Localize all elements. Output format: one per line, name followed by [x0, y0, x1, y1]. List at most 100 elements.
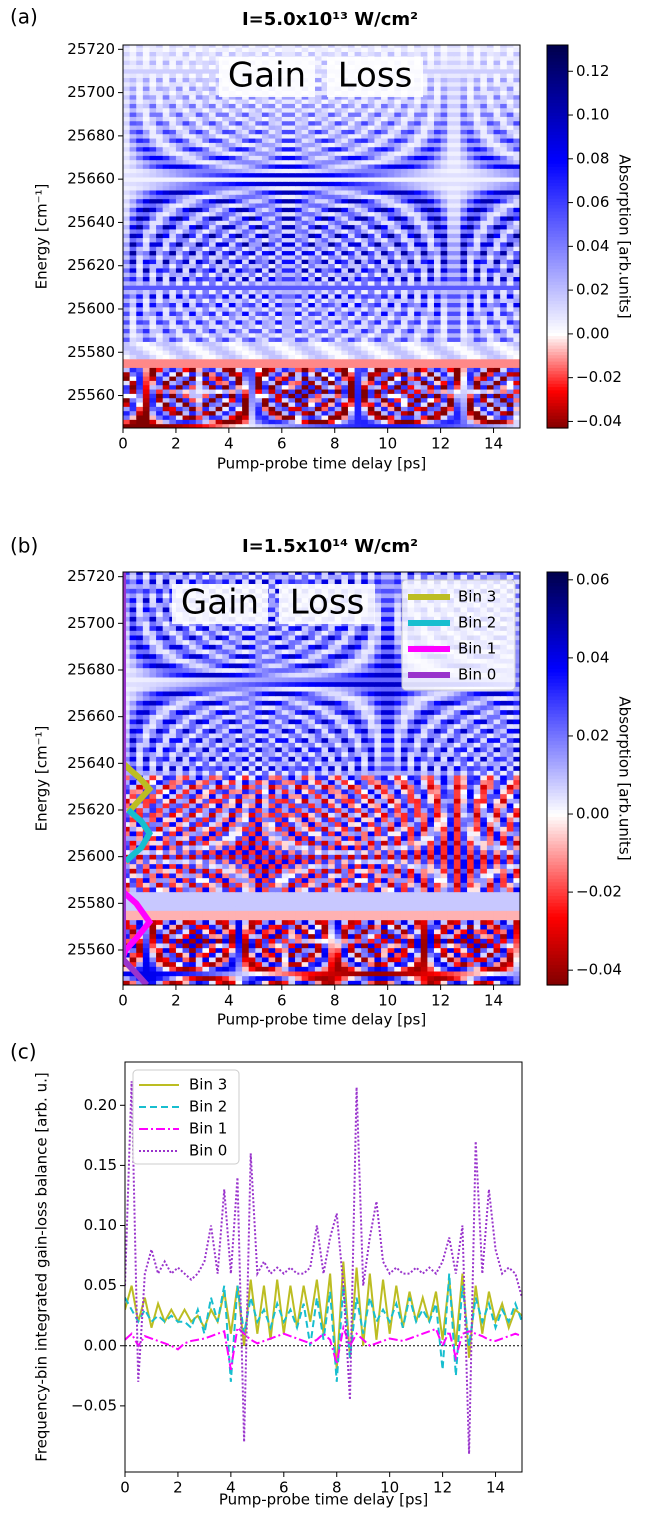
heatmap-cell	[467, 246, 475, 252]
heatmap-cell	[162, 228, 170, 234]
heatmap-cell	[407, 159, 415, 165]
heatmap-cell	[473, 151, 481, 156]
heatmap-cell	[169, 90, 177, 96]
heatmap-cell	[427, 254, 435, 260]
heatmap-cell	[235, 402, 243, 407]
heatmap-cell	[202, 146, 210, 152]
heatmap-cell	[255, 415, 263, 420]
heatmap-cell	[354, 363, 362, 368]
heatmap-cell	[453, 189, 461, 195]
heatmap-cell	[149, 367, 157, 373]
heatmap-cell	[301, 246, 309, 252]
heatmap-cell	[195, 151, 203, 156]
heatmap-cell	[242, 384, 250, 390]
heatmap-cell	[136, 410, 144, 416]
heatmap-cell	[301, 159, 309, 165]
heatmap-cell	[235, 189, 243, 195]
heatmap-cell	[182, 112, 190, 117]
heatmap-cell	[407, 241, 415, 247]
heatmap-cell	[255, 371, 263, 377]
heatmap-cell	[347, 202, 356, 208]
heatmap-cell	[506, 254, 514, 260]
heatmap-cell	[414, 267, 422, 273]
heatmap-cell	[387, 423, 395, 428]
heatmap-cell	[321, 146, 329, 152]
heatmap-cell	[242, 233, 250, 239]
heatmap-cell	[440, 267, 448, 273]
heatmap-cell	[222, 202, 230, 208]
heatmap-cell	[129, 419, 137, 425]
heatmap-cell	[447, 350, 455, 355]
heatmap-cell	[420, 86, 428, 91]
heatmap-cell	[268, 345, 276, 351]
heatmap-cell	[268, 112, 276, 117]
heatmap-cell	[493, 194, 501, 200]
heatmap-cell	[235, 211, 243, 217]
heatmap-cell	[354, 293, 362, 299]
heatmap-cell	[400, 293, 409, 299]
heatmap-cell	[136, 129, 144, 135]
heatmap-cell	[162, 194, 170, 200]
heatmap-cell	[387, 107, 395, 113]
heatmap-cell	[447, 168, 455, 174]
heatmap-cell	[215, 263, 223, 269]
heatmap-cell	[275, 384, 283, 390]
heatmap-cell	[182, 389, 190, 394]
heatmap-cell	[361, 267, 369, 273]
heatmap-cell	[374, 246, 382, 252]
heatmap-cell	[341, 380, 349, 386]
heatmap-cell	[480, 298, 488, 303]
heatmap-cell	[354, 337, 362, 342]
heatmap-cell	[486, 298, 495, 303]
heatmap-cell	[433, 384, 442, 390]
heatmap-cell	[301, 168, 309, 174]
heatmap-cell	[453, 125, 461, 130]
heatmap-cell	[400, 176, 409, 182]
heatmap-cell	[467, 410, 475, 416]
heatmap-cell	[381, 406, 389, 412]
heatmap-cell	[261, 358, 270, 364]
heatmap-cell	[149, 319, 157, 325]
heatmap-cell	[209, 276, 217, 282]
heatmap-cell	[367, 237, 375, 243]
heatmap-cell	[381, 354, 389, 360]
heatmap-cell	[301, 423, 309, 428]
heatmap-cell	[486, 280, 495, 286]
heatmap-cell	[387, 376, 395, 381]
heatmap-cell	[400, 397, 409, 403]
heatmap-cell	[414, 250, 422, 256]
heatmap-cell	[189, 125, 197, 130]
heatmap-cell	[427, 380, 435, 386]
heatmap-cell	[420, 319, 428, 325]
heatmap-cell	[493, 324, 501, 329]
heatmap-cell	[275, 220, 283, 226]
heatmap-cell	[447, 306, 455, 312]
heatmap-cell	[235, 237, 243, 243]
heatmap-cell	[209, 90, 217, 96]
heatmap-cell	[460, 189, 468, 195]
heatmap-cell	[162, 363, 170, 368]
heatmap-cell	[347, 354, 356, 360]
heatmap-cell	[136, 302, 144, 308]
heatmap-cell	[202, 155, 210, 161]
heatmap-cell	[149, 259, 157, 265]
heatmap-cell	[202, 86, 210, 91]
heatmap-cell	[123, 189, 131, 195]
heatmap-cell	[156, 350, 164, 355]
heatmap-cell	[215, 393, 223, 399]
heatmap-cell	[427, 146, 435, 152]
heatmap-cell	[500, 354, 508, 360]
heatmap-cell	[420, 120, 428, 126]
heatmap-cell	[321, 354, 329, 360]
heatmap-cell	[374, 112, 382, 117]
heatmap-cell	[242, 185, 250, 191]
heatmap-cell	[175, 345, 184, 351]
heatmap-cell	[433, 272, 442, 278]
heatmap-cell	[513, 324, 520, 329]
heatmap-cell	[506, 81, 514, 87]
heatmap-cell	[513, 151, 520, 156]
heatmap-cell	[209, 220, 217, 226]
heatmap-cell	[136, 224, 144, 230]
heatmap-cell	[123, 293, 131, 299]
heatmap-cell	[215, 302, 223, 308]
